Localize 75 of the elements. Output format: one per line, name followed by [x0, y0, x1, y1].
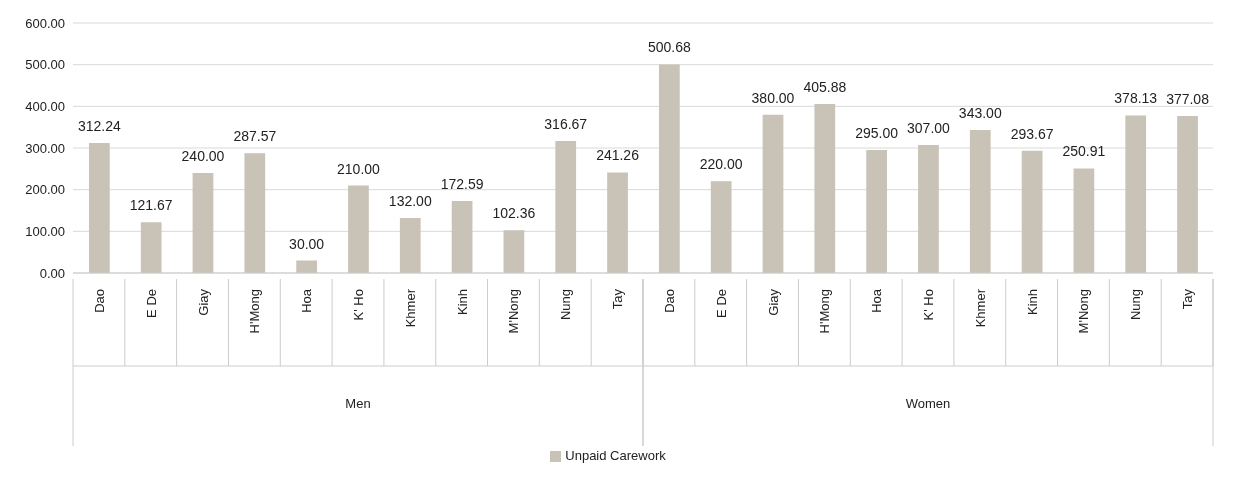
x-tick-label: H'Mong: [817, 289, 833, 334]
x-tick-label: K' Ho: [351, 289, 366, 321]
data-label: 240.00: [181, 148, 225, 164]
data-label: 343.00: [958, 105, 1002, 122]
data-label: 295.00: [855, 125, 899, 142]
bar: [659, 64, 680, 273]
x-tick-label: Giay: [765, 288, 781, 316]
text: Men: [345, 396, 371, 411]
bar: [89, 142, 110, 273]
x-tick-label: Khmer: [402, 288, 418, 328]
y-tick-label: 100.00: [25, 223, 65, 239]
data-label: 380.00: [751, 89, 795, 106]
x-tick-label: Hoa: [869, 288, 885, 313]
data-label: 102.36: [492, 205, 536, 222]
data-label: 293.67: [1010, 125, 1054, 142]
legend-label: Unpaid Carework: [565, 448, 666, 463]
bar: [814, 103, 836, 273]
bar: [192, 173, 214, 273]
y-tick-label: 0.00: [39, 265, 65, 281]
data-label: 312.24: [77, 117, 121, 134]
x-tick-label: E De: [143, 289, 159, 318]
bar: [710, 181, 732, 273]
bar: [1021, 150, 1043, 273]
data-label: 287.57: [233, 128, 277, 145]
data-label: 500.68: [647, 39, 691, 56]
x-tick-label: Tay: [610, 288, 626, 310]
bar: [762, 114, 784, 273]
data-label: 172.59: [440, 176, 484, 193]
y-tick-label: 300.00: [25, 140, 65, 156]
bar: [1125, 115, 1147, 273]
bar: [555, 141, 577, 273]
x-tick-label: Nung: [558, 289, 574, 321]
bar: [918, 145, 939, 273]
x-tick-label: H'Mong: [247, 289, 263, 334]
x-tick-label: Khmer: [972, 288, 988, 328]
data-label: 241.26: [596, 147, 640, 164]
data-label: 132.00: [388, 193, 432, 209]
x-tick-label: Hoa: [299, 288, 315, 313]
data-label: 30.00: [289, 235, 325, 252]
x-tick-label: Tay: [1180, 288, 1196, 310]
bar: [969, 130, 991, 273]
data-label: 210.00: [337, 160, 381, 177]
data-label: 121.67: [129, 197, 173, 214]
y-tick-label: 500.00: [25, 57, 65, 73]
bar: [503, 230, 525, 273]
bar: [348, 185, 369, 273]
bar: [140, 222, 162, 273]
bar: [866, 150, 887, 273]
y-tick-label: 200.00: [25, 182, 65, 198]
x-tick-label: M'Nong: [506, 289, 522, 334]
y-tick-label: 400.00: [25, 98, 65, 114]
x-tick-label: Kinh: [454, 289, 470, 316]
x-tick-label: Dao: [91, 289, 107, 313]
x-tick-label: Nung: [1128, 289, 1144, 321]
x-tick-label: E De: [713, 289, 729, 318]
bar: [1073, 168, 1095, 273]
x-tick-label: M'Nong: [1076, 289, 1092, 334]
x-tick-label: Giay: [195, 288, 211, 316]
data-label: 220.00: [699, 156, 743, 173]
data-label: 316.67: [544, 116, 588, 133]
bar: [607, 172, 628, 273]
data-label: 378.13: [1114, 90, 1158, 107]
x-tick-label: Dao: [661, 289, 677, 313]
data-label: 307.00: [907, 120, 951, 137]
text: Women: [905, 396, 951, 411]
x-tick-label: Kinh: [1024, 289, 1040, 316]
bar: [1177, 115, 1198, 273]
data-label: 377.08: [1166, 90, 1210, 107]
bar: [451, 201, 473, 273]
data-label: 250.91: [1062, 143, 1106, 160]
bar: [244, 153, 266, 273]
x-tick-label: K' Ho: [921, 289, 936, 321]
y-tick-label: 600.00: [25, 15, 65, 31]
data-label: 405.88: [803, 78, 847, 95]
bar: [399, 218, 421, 273]
